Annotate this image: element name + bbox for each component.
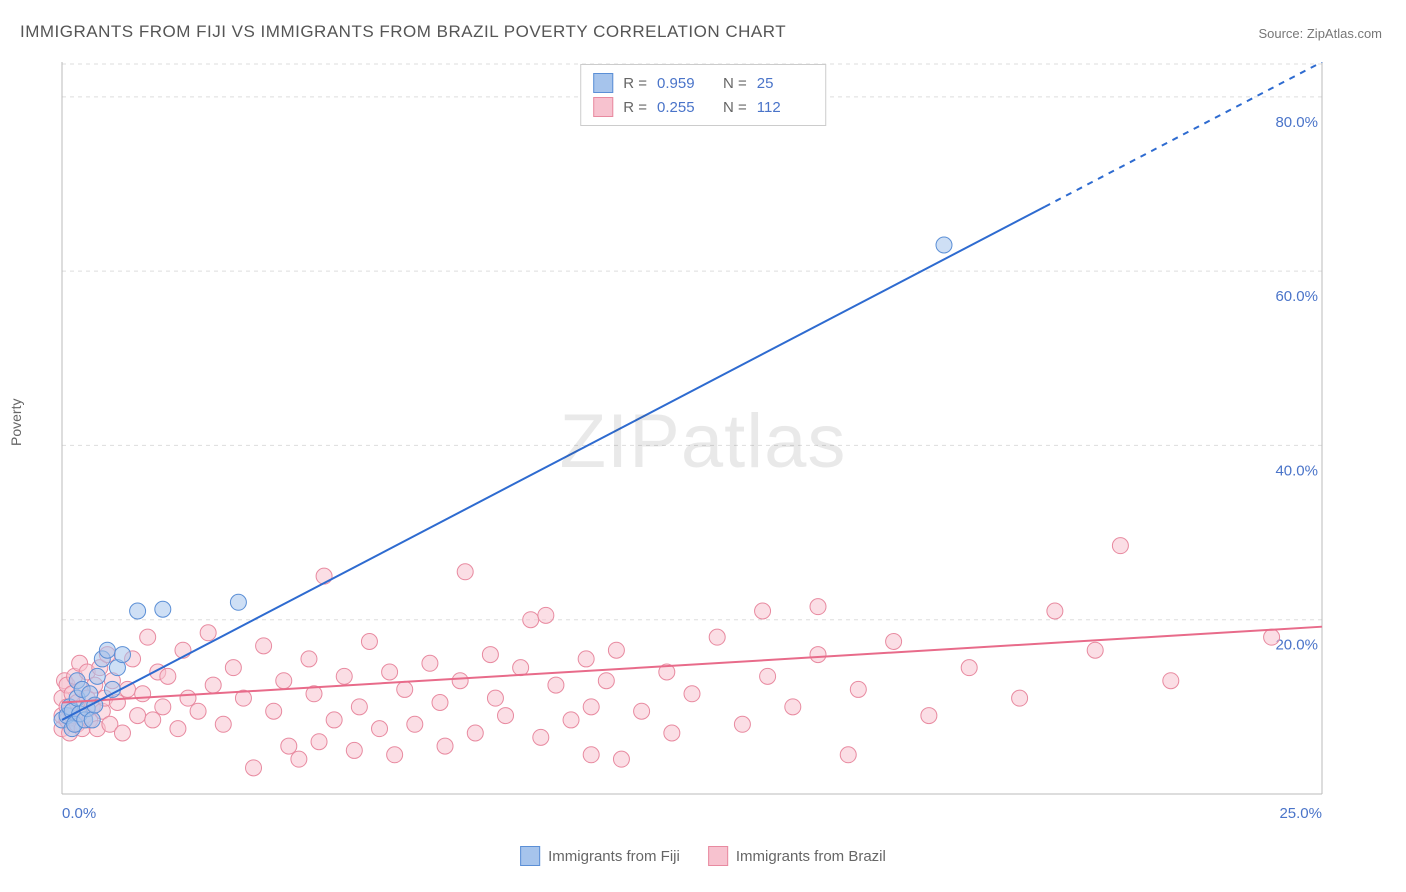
swatch-fiji-icon xyxy=(593,73,613,93)
n-label: N = xyxy=(723,75,747,92)
y-axis-label: Poverty xyxy=(8,399,24,446)
legend-row-brazil: R = 0.255 N = 112 xyxy=(593,95,813,119)
series-label-brazil: Immigrants from Brazil xyxy=(736,848,886,865)
r-label: R = xyxy=(623,75,647,92)
svg-text:80.0%: 80.0% xyxy=(1275,114,1318,131)
chart-svg: 20.0% 40.0% 60.0% 80.0% 0.0% 25.0% xyxy=(50,62,1360,822)
svg-text:25.0%: 25.0% xyxy=(1279,805,1322,822)
chart-title: IMMIGRANTS FROM FIJI VS IMMIGRANTS FROM … xyxy=(20,22,786,42)
svg-text:0.0%: 0.0% xyxy=(62,805,96,822)
r-value-fiji: 0.959 xyxy=(657,75,713,92)
svg-text:20.0%: 20.0% xyxy=(1275,637,1318,654)
n-value-brazil: 112 xyxy=(757,99,813,116)
legend-item-brazil: Immigrants from Brazil xyxy=(708,846,886,866)
svg-text:40.0%: 40.0% xyxy=(1275,462,1318,479)
n-value-fiji: 25 xyxy=(757,75,813,92)
swatch-brazil-icon xyxy=(708,846,728,866)
legend-row-fiji: R = 0.959 N = 25 xyxy=(593,71,813,95)
plot-area: 20.0% 40.0% 60.0% 80.0% 0.0% 25.0% xyxy=(50,62,1360,822)
legend-correlation-box: R = 0.959 N = 25 R = 0.255 N = 112 xyxy=(580,64,826,126)
swatch-fiji-icon xyxy=(520,846,540,866)
n-label: N = xyxy=(723,99,747,116)
swatch-brazil-icon xyxy=(593,97,613,117)
svg-text:60.0%: 60.0% xyxy=(1275,288,1318,305)
series-label-fiji: Immigrants from Fiji xyxy=(548,848,680,865)
legend-series: Immigrants from Fiji Immigrants from Bra… xyxy=(520,846,886,866)
legend-item-fiji: Immigrants from Fiji xyxy=(520,846,680,866)
r-value-brazil: 0.255 xyxy=(657,99,713,116)
r-label: R = xyxy=(623,99,647,116)
source-attribution: Source: ZipAtlas.com xyxy=(1258,26,1382,41)
